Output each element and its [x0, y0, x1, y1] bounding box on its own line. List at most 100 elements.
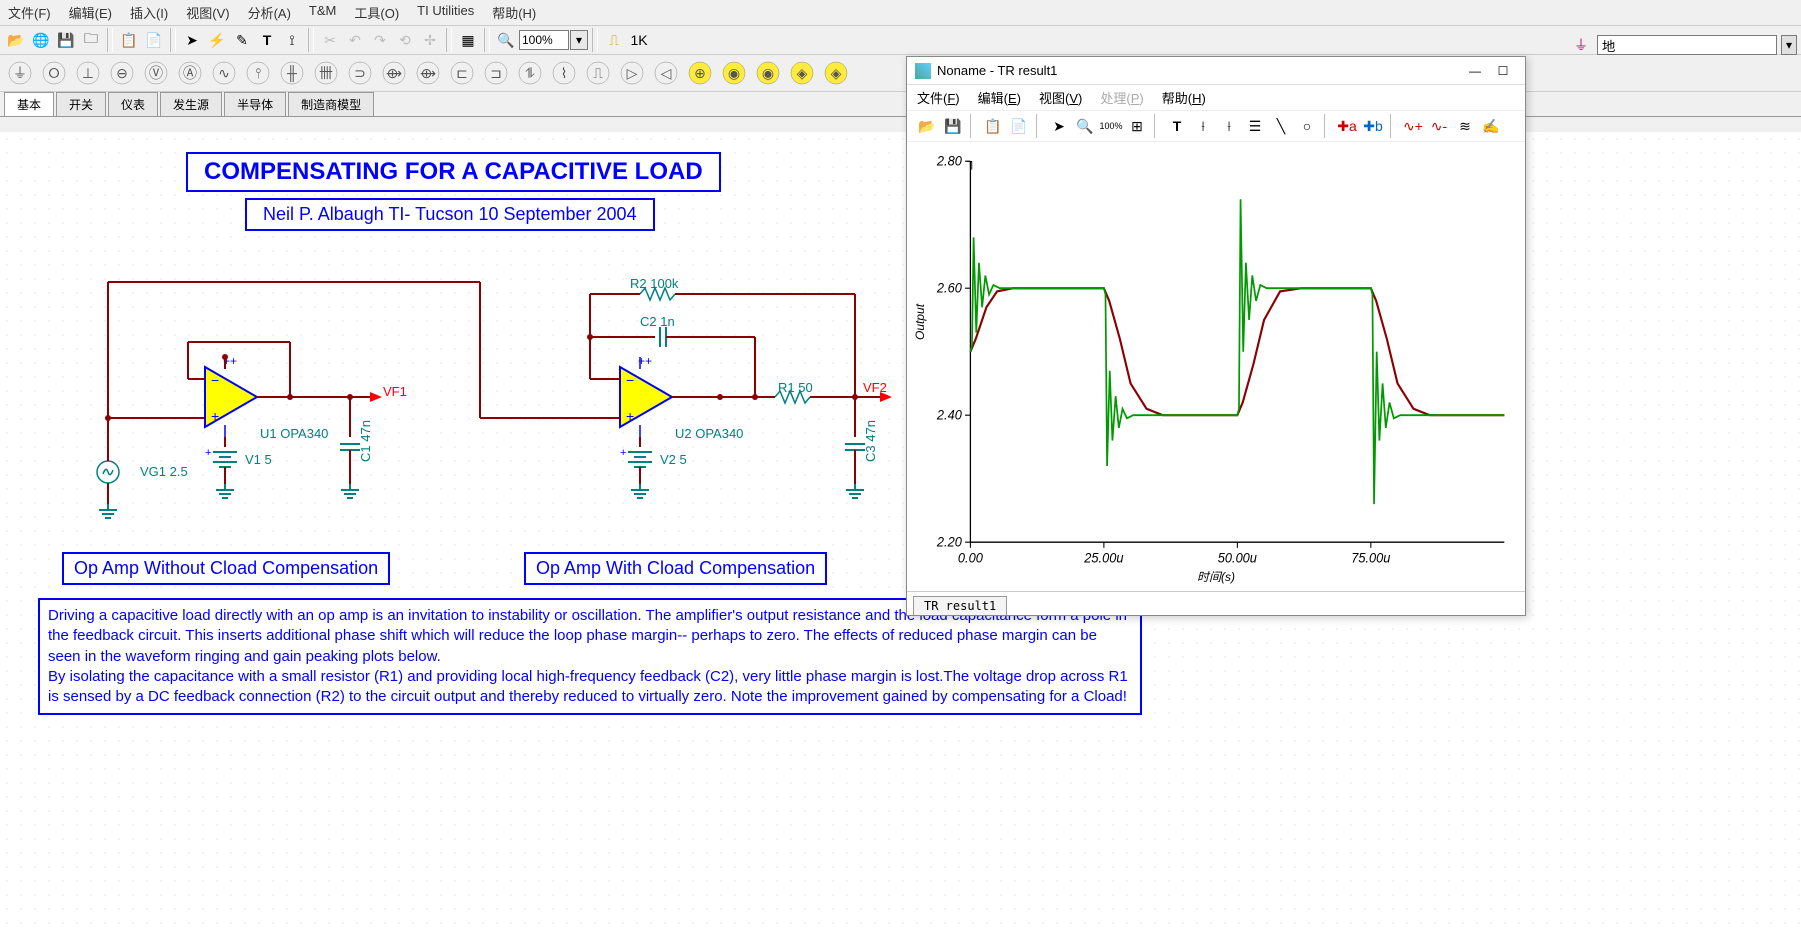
copy-icon[interactable]: 📋 — [117, 28, 141, 52]
component-button-14[interactable]: ⊐ — [480, 57, 512, 89]
tr-zoom100-icon[interactable]: 100% — [1099, 114, 1123, 138]
component-button-16[interactable]: ⌇ — [548, 57, 580, 89]
save-icon[interactable]: 💾 — [54, 28, 78, 52]
paste-icon[interactable]: 📄 — [142, 28, 166, 52]
close-icon[interactable]: 🗀 — [79, 28, 103, 52]
category-tab[interactable]: 发生源 — [160, 92, 222, 116]
component-button-6[interactable]: ∿ — [208, 57, 240, 89]
category-tab[interactable]: 开关 — [56, 92, 106, 116]
text-icon[interactable]: T — [255, 28, 279, 52]
rotate-icon[interactable]: ⟲ — [393, 28, 417, 52]
menu-item[interactable]: TI Utilities — [417, 3, 474, 22]
minimize-button[interactable]: ― — [1461, 60, 1489, 82]
web-icon[interactable]: 🌐 — [29, 28, 53, 52]
menu-item[interactable]: 编辑(E) — [69, 3, 112, 22]
tr-pointer-icon[interactable]: ➤ — [1047, 114, 1071, 138]
tr-save-icon[interactable]: 💾 — [941, 114, 965, 138]
zoom-input[interactable] — [519, 30, 569, 50]
menu-item[interactable]: T&M — [309, 3, 336, 22]
tr-eyedrop-icon[interactable]: ✍ — [1479, 114, 1503, 138]
pencil-icon[interactable]: ✎ — [230, 28, 254, 52]
component-button-12[interactable]: ⟴ — [412, 57, 444, 89]
tr-result-tab[interactable]: TR result1 — [913, 596, 1007, 615]
label-vf2: VF2 — [863, 380, 887, 395]
ground-dropdown-arrow[interactable]: ▾ — [1781, 35, 1797, 55]
category-tab[interactable]: 基本 — [4, 92, 54, 116]
tr-copy-icon[interactable]: 📋 — [981, 114, 1005, 138]
menu-item[interactable]: 文件(F) — [8, 3, 51, 22]
component-button-10[interactable]: ⊃ — [344, 57, 376, 89]
component-button-5[interactable]: Ⓐ — [174, 57, 206, 89]
tr-paste-icon[interactable]: 📄 — [1007, 114, 1031, 138]
tr-legend-icon[interactable]: ☰ — [1243, 114, 1267, 138]
component-button-9[interactable]: 卌 — [310, 57, 342, 89]
schematic-canvas[interactable]: COMPENSATING FOR A CAPACITIVE LOAD Neil … — [0, 132, 1801, 931]
tr-menu-item[interactable]: 帮助(H) — [1162, 88, 1206, 107]
undo-icon[interactable]: ↶ — [343, 28, 367, 52]
tr-line-icon[interactable]: ╲ — [1269, 114, 1293, 138]
component-button-23[interactable]: ◈ — [786, 57, 818, 89]
component-button-21[interactable]: ◉ — [718, 57, 750, 89]
component-button-22[interactable]: ◉ — [752, 57, 784, 89]
tr-remove-curve-icon[interactable]: ∿- — [1427, 114, 1451, 138]
tr-cursor-b-icon[interactable]: ⟊ — [1217, 114, 1241, 138]
component-button-11[interactable]: ⟴ — [378, 57, 410, 89]
tr-result-window[interactable]: Noname - TR result1 ― ☐ 文件(F)编辑(E)视图(V)处… — [906, 56, 1526, 616]
menu-item[interactable]: 工具(O) — [354, 3, 399, 22]
component-button-0[interactable]: ⏚ — [4, 57, 36, 89]
tr-marker-a-icon[interactable]: ✚a — [1335, 114, 1359, 138]
menu-item[interactable]: 帮助(H) — [492, 3, 536, 22]
menu-item[interactable]: 插入(I) — [130, 3, 168, 22]
tr-autoscale-icon[interactable]: ⊞ — [1125, 114, 1149, 138]
tr-chart-area[interactable]: 2.80┐2.602.402.200.0025.00u50.00u75.00u … — [917, 150, 1515, 587]
tr-add-curve-icon[interactable]: ∿+ — [1401, 114, 1425, 138]
ground-dropdown[interactable] — [1597, 35, 1777, 55]
tr-open-icon[interactable]: 📂 — [915, 114, 939, 138]
signal-icon[interactable]: ⎍ — [602, 28, 626, 52]
pointer-icon[interactable]: ➤ — [180, 28, 204, 52]
component-button-2[interactable]: ⊥ — [72, 57, 104, 89]
maximize-button[interactable]: ☐ — [1489, 60, 1517, 82]
open-icon[interactable]: 📂 — [4, 28, 28, 52]
tr-titlebar[interactable]: Noname - TR result1 ― ☐ — [907, 57, 1525, 85]
tr-menu-item[interactable]: 文件(F) — [917, 88, 960, 107]
tr-menu-item[interactable]: 视图(V) — [1039, 88, 1082, 107]
scale-icon[interactable]: 1K — [627, 28, 651, 52]
ground-toolbar-icon[interactable]: ⏚ — [1569, 33, 1593, 57]
component-button-15[interactable]: ⥮ — [514, 57, 546, 89]
tr-text-icon[interactable]: T — [1165, 114, 1189, 138]
category-tab[interactable]: 仪表 — [108, 92, 158, 116]
mirror-icon[interactable]: ✢ — [418, 28, 442, 52]
component-button-3[interactable]: ⊖ — [106, 57, 138, 89]
zoom-icon[interactable]: 🔍 — [494, 28, 518, 52]
component-button-1[interactable]: ⭘ — [38, 57, 70, 89]
tr-cursor-a-icon[interactable]: ⟊ — [1191, 114, 1215, 138]
probe-icon[interactable]: ⚡ — [205, 28, 229, 52]
redo-icon[interactable]: ↷ — [368, 28, 392, 52]
component-button-7[interactable]: ⫯ — [242, 57, 274, 89]
component-button-19[interactable]: ◁ — [650, 57, 682, 89]
component-button-13[interactable]: ⊏ — [446, 57, 478, 89]
grid-icon[interactable]: ▦ — [456, 28, 480, 52]
svg-text:−: − — [211, 372, 219, 388]
category-tab[interactable]: 半导体 — [224, 92, 286, 116]
tr-curves-icon[interactable]: ≋ — [1453, 114, 1477, 138]
measure-icon[interactable]: ⟟ — [280, 28, 304, 52]
tr-menu-item[interactable]: 编辑(E) — [978, 88, 1021, 107]
menu-item[interactable]: 视图(V) — [186, 3, 229, 22]
component-button-24[interactable]: ◈ — [820, 57, 852, 89]
category-tab[interactable]: 制造商模型 — [288, 92, 374, 116]
tr-zoom-icon[interactable]: 🔍 — [1073, 114, 1097, 138]
menu-item[interactable]: 分析(A) — [248, 3, 291, 22]
component-button-4[interactable]: Ⓥ — [140, 57, 172, 89]
component-button-18[interactable]: ▷ — [616, 57, 648, 89]
component-button-20[interactable]: ⊕ — [684, 57, 716, 89]
component-button-17[interactable]: ⎍ — [582, 57, 614, 89]
zoom-dropdown[interactable]: ▾ — [570, 30, 588, 50]
tr-marker-b-icon[interactable]: ✚b — [1361, 114, 1385, 138]
cut-icon[interactable]: ✂ — [318, 28, 342, 52]
tr-ellipse-icon[interactable]: ○ — [1295, 114, 1319, 138]
component-button-8[interactable]: ╫ — [276, 57, 308, 89]
svg-text:⭘: ⭘ — [48, 65, 59, 81]
svg-text:⊏: ⊏ — [456, 65, 468, 81]
